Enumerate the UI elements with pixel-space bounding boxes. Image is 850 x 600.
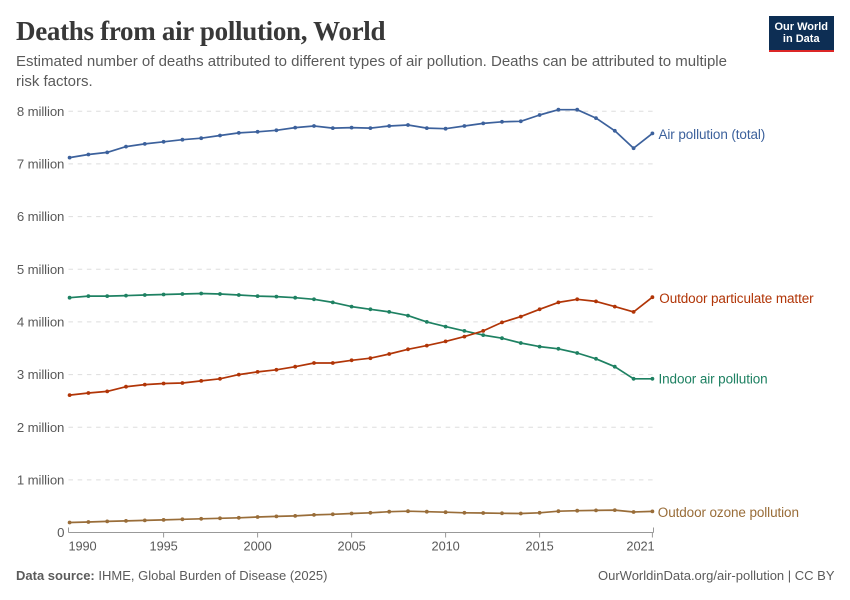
svg-text:8 million: 8 million: [17, 104, 64, 119]
svg-text:1990: 1990: [69, 539, 97, 554]
svg-text:6 million: 6 million: [17, 209, 64, 224]
svg-text:Outdoor particulate matter: Outdoor particulate matter: [659, 291, 814, 306]
svg-text:2 million: 2 million: [17, 420, 64, 435]
svg-text:4 million: 4 million: [17, 315, 64, 330]
svg-text:3 million: 3 million: [17, 367, 64, 382]
svg-text:2000: 2000: [244, 539, 272, 554]
svg-text:1995: 1995: [150, 539, 178, 554]
svg-text:2005: 2005: [338, 539, 366, 554]
svg-text:Outdoor ozone pollution: Outdoor ozone pollution: [658, 505, 799, 520]
svg-text:2010: 2010: [432, 539, 460, 554]
svg-text:0: 0: [57, 525, 64, 540]
svg-text:Air pollution (total): Air pollution (total): [659, 127, 766, 142]
svg-text:2021: 2021: [626, 539, 654, 554]
svg-text:7 million: 7 million: [17, 157, 64, 172]
svg-text:Indoor air pollution: Indoor air pollution: [659, 372, 768, 387]
svg-text:1 million: 1 million: [17, 473, 64, 488]
svg-text:2015: 2015: [526, 539, 554, 554]
svg-text:5 million: 5 million: [17, 262, 64, 277]
